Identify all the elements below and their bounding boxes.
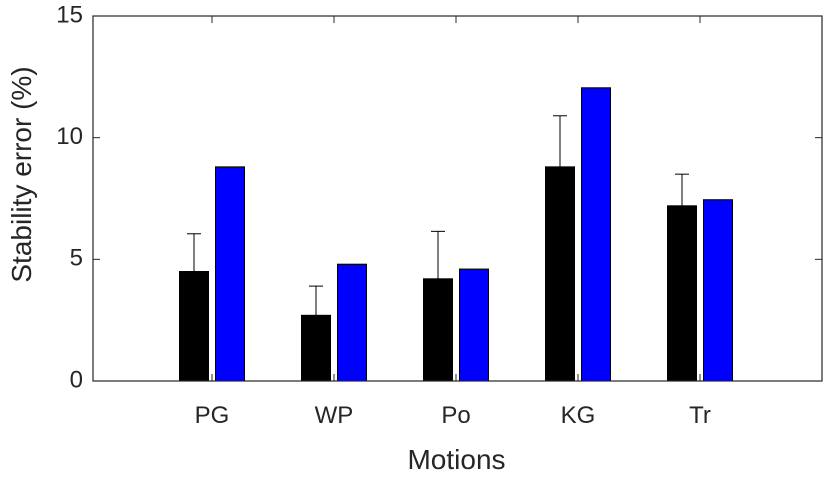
bar <box>423 278 453 382</box>
bar <box>179 271 209 382</box>
x-axis-label: Motions <box>407 444 505 475</box>
axis-ticks-layer <box>93 15 822 382</box>
x-tick-label: Tr <box>689 402 711 429</box>
y-tick-labels: 0 5 10 15 <box>56 1 83 393</box>
bar <box>703 199 733 382</box>
y-axis-label: Stability error (%) <box>6 66 37 282</box>
x-tick-label: KG <box>561 402 596 429</box>
bar <box>581 87 611 382</box>
bar <box>301 314 331 382</box>
bar <box>337 263 367 382</box>
y-tick-label: 15 <box>56 1 83 28</box>
bar <box>459 268 489 382</box>
bar <box>215 166 245 382</box>
x-tick-labels: PG WP Po KG Tr <box>195 402 711 429</box>
y-tick-label: 10 <box>56 123 83 150</box>
bar <box>667 205 697 382</box>
plot-frame <box>92 15 823 382</box>
x-tick-label: PG <box>195 402 230 429</box>
x-tick-label: WP <box>315 402 354 429</box>
bar <box>545 166 575 382</box>
bars-layer <box>179 87 733 382</box>
error-bars-layer <box>187 115 689 316</box>
y-tick-label: 5 <box>70 245 83 272</box>
x-tick-label: Po <box>441 402 470 429</box>
y-tick-label: 0 <box>70 366 83 393</box>
